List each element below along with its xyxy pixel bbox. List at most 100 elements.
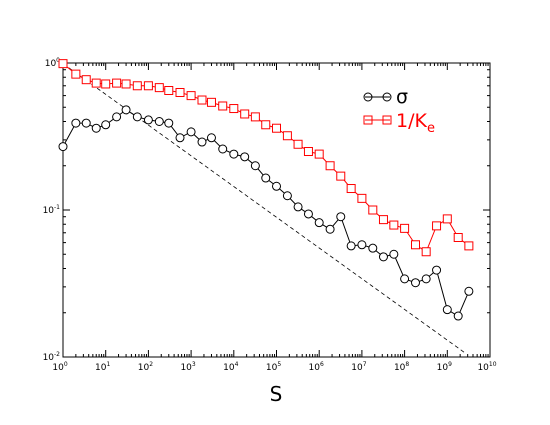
data-point [293, 202, 303, 212]
y-tick-label: 10-1 [43, 204, 61, 216]
data-point [58, 59, 68, 69]
data-point [442, 214, 452, 224]
data-point [378, 252, 388, 262]
x-tick-exponent: 0 [64, 361, 68, 368]
x-tick-label: 106 [309, 361, 324, 373]
legend-label-inv-k: 1/Ke [396, 110, 435, 136]
x-axis-title: S [270, 382, 283, 406]
legend-label-sigma: σ [396, 86, 408, 108]
x-tick-label: 1010 [477, 361, 496, 373]
x-tick-base: 10 [437, 363, 449, 373]
x-tick-base: 10 [223, 363, 235, 373]
data-point [336, 212, 346, 222]
x-tick-base: 10 [180, 363, 192, 373]
legend-marker-inv-k-right [382, 115, 392, 125]
data-point [240, 152, 250, 162]
data-point [389, 220, 399, 230]
data-point [314, 149, 324, 159]
data-point [421, 274, 431, 284]
legend: σ 1/Ke [363, 86, 435, 136]
data-point [378, 215, 388, 225]
y-tick-base: 10 [43, 353, 55, 363]
data-point [303, 147, 313, 157]
data-point [250, 161, 260, 171]
data-point [91, 78, 101, 88]
data-point [325, 224, 335, 234]
data-point [303, 209, 313, 219]
data-point [132, 112, 142, 122]
data-point [229, 149, 239, 159]
y-tick-base: 10 [45, 59, 57, 69]
series-layer [58, 59, 474, 321]
x-tick-exponent: 1 [107, 361, 111, 368]
data-point [272, 181, 281, 191]
data-point [368, 205, 378, 215]
data-point [164, 118, 174, 128]
data-point [336, 171, 346, 181]
x-tick-exponent: 3 [192, 361, 196, 368]
x-tick-label: 104 [223, 361, 238, 373]
data-point [143, 115, 153, 125]
data-point [411, 278, 421, 288]
data-point [240, 109, 250, 119]
data-point [400, 223, 410, 233]
data-point [175, 133, 185, 143]
legend-marker-sigma-left [363, 92, 373, 102]
data-point [71, 69, 81, 79]
data-point [186, 127, 196, 137]
y-tick-exponent: -1 [54, 204, 60, 211]
data-point [357, 193, 367, 203]
data-point [432, 221, 442, 231]
x-tick-exponent: 2 [149, 361, 153, 368]
data-point [325, 161, 335, 171]
data-point [453, 311, 463, 321]
data-point [112, 112, 122, 122]
data-point [206, 133, 216, 143]
data-point [421, 247, 431, 257]
x-tick-exponent: 9 [448, 361, 452, 368]
x-tick-exponent: 8 [405, 361, 409, 368]
data-point [154, 116, 164, 126]
reference-dashed-line [62, 63, 467, 355]
x-tick-base: 10 [394, 363, 406, 373]
data-point [314, 218, 324, 228]
data-point [389, 249, 399, 259]
data-point [272, 123, 281, 133]
data-point [346, 241, 356, 251]
data-point [101, 120, 111, 130]
data-point [346, 184, 356, 194]
series-line [62, 109, 470, 317]
major-ticks [62, 62, 491, 358]
y-tick-exponent: 0 [56, 57, 60, 64]
x-tick-label: 103 [180, 361, 195, 373]
x-tick-exponent: 7 [363, 361, 367, 368]
data-point [58, 142, 68, 152]
data-point [357, 240, 367, 250]
x-tick-label: 102 [138, 361, 153, 373]
x-tick-exponent: 5 [277, 361, 281, 368]
x-tick-exponent: 6 [320, 361, 324, 368]
data-point [81, 118, 91, 128]
x-tick-label: 100 [52, 361, 67, 373]
data-point [197, 137, 207, 147]
data-point [400, 274, 410, 284]
x-tick-label: 107 [351, 361, 366, 373]
minor-ticks [63, 63, 490, 357]
x-tick-base: 10 [309, 363, 321, 373]
x-tick-label: 105 [266, 361, 281, 373]
legend-marker-sigma-right [382, 92, 392, 102]
x-tick-base: 10 [266, 363, 278, 373]
data-point [71, 118, 81, 128]
data-point [368, 243, 378, 253]
data-point [186, 91, 196, 101]
data-point [282, 191, 292, 201]
reference-layer [62, 63, 467, 355]
data-point [453, 233, 463, 243]
x-tick-base: 10 [477, 363, 489, 373]
data-point [261, 120, 271, 130]
x-tick-label: 101 [95, 361, 110, 373]
data-point [464, 286, 474, 296]
data-point [282, 131, 292, 141]
